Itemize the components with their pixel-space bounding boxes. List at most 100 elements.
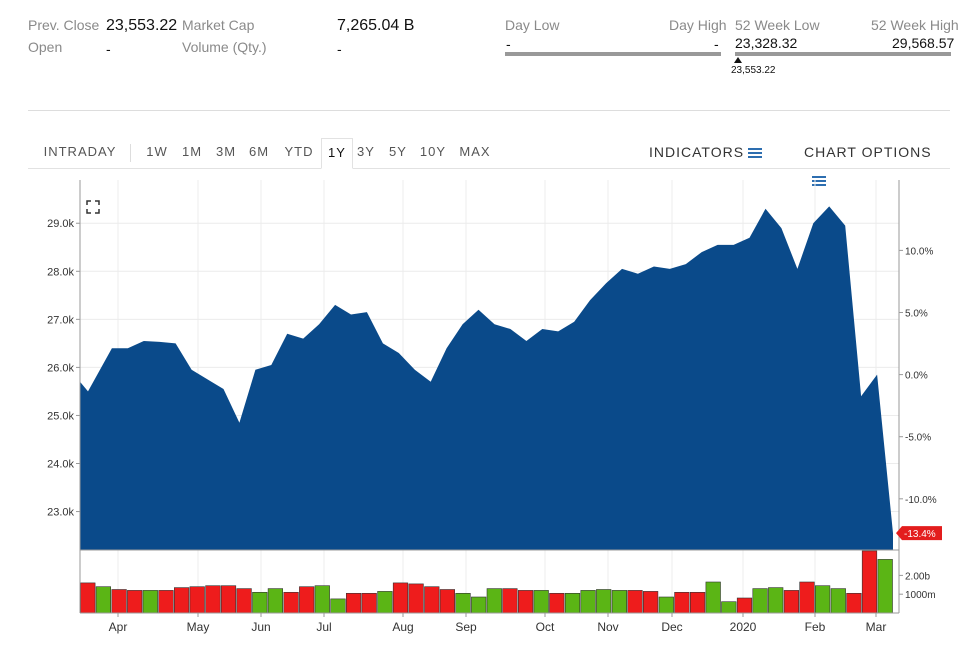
y-tick-label: 28.0k bbox=[47, 266, 74, 278]
volume-bar bbox=[330, 598, 346, 614]
x-tick-label: Apr bbox=[109, 620, 128, 634]
header-divider bbox=[28, 110, 950, 111]
tab-3y[interactable]: 3Y bbox=[357, 144, 375, 159]
price-area-series bbox=[80, 206, 893, 550]
tab-separator bbox=[130, 144, 131, 162]
volume-bar bbox=[424, 586, 440, 614]
y-tick-label: 25.0k bbox=[47, 410, 74, 422]
pct-tick-label: -10.0% bbox=[905, 495, 937, 506]
volume-bar bbox=[267, 588, 284, 614]
price-chart-svg: 23.0k 24.0k 25.0k 26.0k 27.0k 28.0k 29.0k -10.0… bbox=[47, 180, 942, 634]
day-range-bar bbox=[505, 52, 721, 56]
x-tick-label: Oct bbox=[536, 620, 555, 634]
volume-bar bbox=[580, 590, 596, 614]
volume-bar bbox=[455, 592, 471, 614]
volume-bar bbox=[283, 591, 299, 614]
volume-bar bbox=[189, 586, 205, 614]
volume-tick-label: 2.00b bbox=[905, 571, 930, 582]
tab-intraday[interactable]: INTRADAY bbox=[43, 144, 117, 159]
marker-triangle-icon bbox=[734, 57, 742, 63]
week52-low-value: 23,328.32 bbox=[735, 35, 798, 51]
day-low-label: Day Low bbox=[505, 17, 560, 33]
x-tick-label: Dec bbox=[661, 620, 682, 634]
expand-icon[interactable] bbox=[84, 198, 102, 216]
chart-options-button[interactable]: CHART OPTIONS bbox=[804, 138, 950, 187]
volume-bar bbox=[220, 585, 237, 614]
week52-current-marker: 23,553.22 bbox=[731, 57, 776, 76]
y-tick-label: 29.0k bbox=[47, 218, 74, 230]
volume-bar bbox=[799, 581, 815, 614]
tab-1y[interactable]: 1Y bbox=[321, 138, 353, 169]
volume-bar bbox=[111, 589, 127, 614]
market-cap-value: 7,265.04 B bbox=[337, 17, 415, 34]
volume-bar bbox=[174, 587, 190, 614]
volume-value: - bbox=[337, 41, 342, 57]
volume-tick-label: 1000m bbox=[905, 590, 936, 601]
tab-max[interactable]: MAX bbox=[459, 144, 491, 159]
week52-high-label: 52 Week High bbox=[871, 17, 959, 33]
day-low-value: - bbox=[506, 36, 511, 52]
volume-bar bbox=[830, 588, 846, 614]
volume-bar bbox=[127, 590, 143, 614]
volume-bar bbox=[721, 601, 737, 614]
volume-bar bbox=[658, 596, 674, 614]
volume-bar bbox=[236, 588, 252, 614]
volume-bar bbox=[408, 583, 424, 614]
volume-bar bbox=[314, 585, 330, 614]
volume-bar bbox=[95, 586, 111, 614]
x-tick-label: Sep bbox=[455, 620, 477, 634]
volume-bar bbox=[252, 591, 268, 614]
tab-10y[interactable]: 10Y bbox=[419, 144, 447, 159]
day-high-value: - bbox=[714, 36, 719, 52]
x-tick-label: Mar bbox=[866, 620, 887, 634]
y-tick-label: 26.0k bbox=[47, 362, 74, 374]
hamburger-icon bbox=[748, 146, 763, 160]
chart-options-label: CHART OPTIONS bbox=[804, 144, 932, 160]
price-chart: 23.0k 24.0k 25.0k 26.0k 27.0k 28.0k 29.0k -10.0… bbox=[0, 170, 980, 647]
tab-6m[interactable]: 6M bbox=[248, 144, 270, 159]
last-change-label: -13.4% bbox=[904, 529, 936, 540]
volume-bar bbox=[705, 581, 721, 614]
volume-bar bbox=[486, 588, 502, 614]
volume-bar bbox=[299, 586, 315, 614]
volume-bar bbox=[564, 592, 581, 614]
last-change-flag: -13.4% bbox=[896, 526, 942, 541]
volume-bar bbox=[752, 588, 768, 614]
tab-1m[interactable]: 1M bbox=[181, 144, 203, 159]
tab-ytd[interactable]: YTD bbox=[284, 144, 314, 159]
market-cap-label: Market Cap bbox=[182, 17, 255, 33]
volume-bar bbox=[642, 591, 659, 614]
x-tick-label: Jul bbox=[316, 620, 331, 634]
tab-3m[interactable]: 3M bbox=[215, 144, 237, 159]
volume-bar bbox=[596, 589, 612, 614]
week52-range-bar bbox=[735, 52, 951, 56]
hamburger-icon bbox=[812, 174, 826, 188]
volume-bar bbox=[158, 590, 174, 614]
volume-bar bbox=[611, 590, 627, 614]
pct-tick-label: 5.0% bbox=[905, 309, 928, 320]
volume-label: Volume (Qty.) bbox=[182, 39, 267, 55]
volume-bar bbox=[674, 591, 690, 614]
tab-1w[interactable]: 1W bbox=[146, 144, 168, 159]
week52-marker-value: 23,553.22 bbox=[731, 65, 776, 76]
x-tick-label: Nov bbox=[597, 620, 618, 634]
day-high-label: Day High bbox=[669, 17, 727, 33]
volume-bar bbox=[533, 590, 549, 614]
volume-bar bbox=[736, 597, 753, 614]
tab-5y[interactable]: 5Y bbox=[389, 144, 407, 159]
volume-bar bbox=[877, 559, 893, 614]
x-tick-label: Aug bbox=[392, 620, 413, 634]
prev-close-label: Prev. Close bbox=[28, 17, 100, 33]
y-tick-label: 23.0k bbox=[47, 507, 74, 519]
flag-shape bbox=[896, 526, 942, 541]
open-value: - bbox=[106, 41, 111, 57]
volume-bar bbox=[439, 589, 456, 614]
indicators-button[interactable]: INDICATORS bbox=[649, 138, 763, 166]
pct-tick-label: -5.0% bbox=[905, 433, 931, 444]
x-tick-label: May bbox=[187, 620, 210, 634]
week52-low-label: 52 Week Low bbox=[735, 17, 820, 33]
volume-bar bbox=[814, 585, 831, 614]
y-tick-label: 27.0k bbox=[47, 314, 74, 326]
volume-bar bbox=[392, 582, 409, 614]
volume-bar bbox=[142, 590, 158, 614]
